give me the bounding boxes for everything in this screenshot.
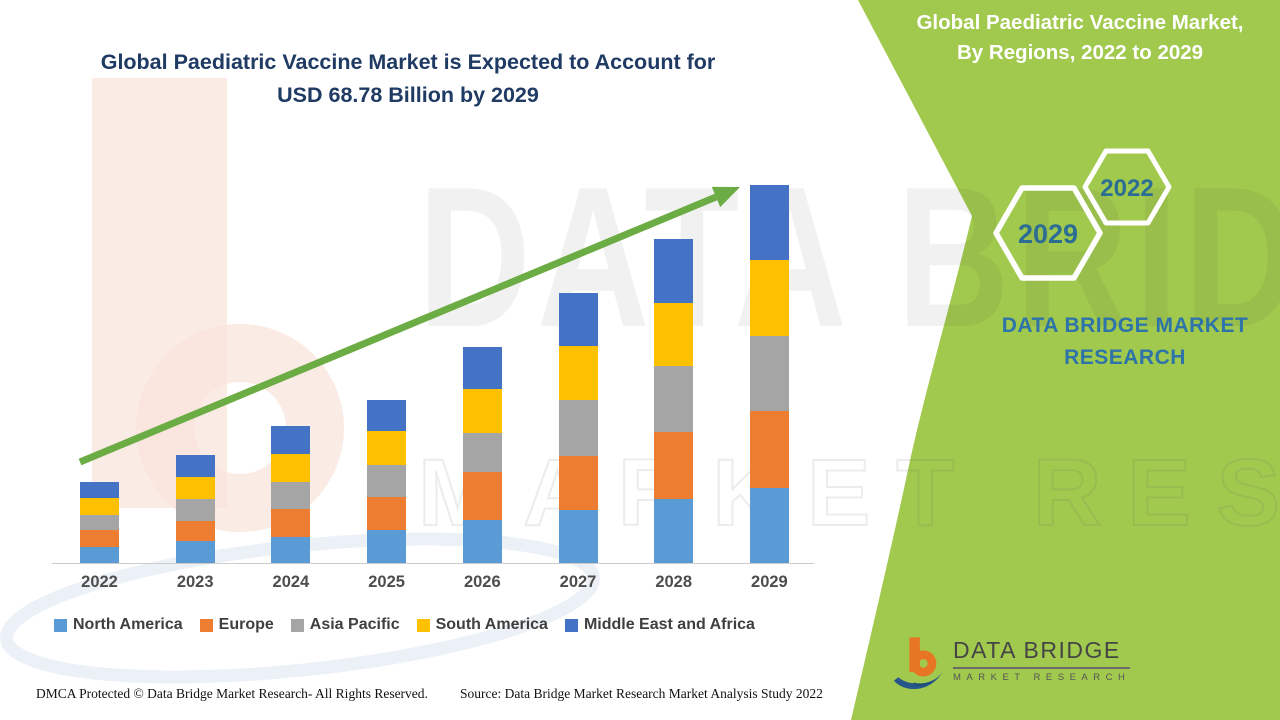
bar-segment-south-america: [558, 346, 598, 400]
bar-segment-south-america: [271, 453, 311, 482]
bar-segment-asia-pacific: [749, 335, 789, 411]
side-title-line1: Global Paediatric Vaccine Market,: [916, 11, 1244, 34]
footer-dmca-text: DMCA Protected © Data Bridge Market Rese…: [36, 686, 428, 701]
legend-item-asia-pacific: Asia Pacific: [290, 616, 400, 634]
legend-swatch: [54, 618, 67, 632]
legend-swatch: [199, 618, 213, 632]
legend-item-middle-east-and-africa: Middle East and Africa: [564, 616, 755, 634]
bar-segment-asia-pacific: [175, 498, 215, 521]
bar-segment-north-america: [654, 498, 694, 563]
bar-segment-europe: [271, 509, 311, 537]
bar-segment-south-america: [654, 303, 694, 366]
bar-segment-north-america: [80, 547, 119, 563]
side-panel-title: Global Paediatric Vaccine Market, By Reg…: [890, 8, 1270, 68]
legend-swatch: [564, 618, 578, 632]
legend-swatch: [416, 618, 430, 632]
legend-label: Middle East and Africa: [583, 616, 755, 633]
bar-segment-asia-pacific: [558, 399, 598, 457]
x-axis-label-2026: 2026: [463, 573, 501, 591]
bar-segment-north-america: [462, 519, 502, 563]
bar-segment-middle-east-and-africa: [558, 293, 598, 347]
bar-segment-middle-east-and-africa: [271, 426, 311, 454]
bar-segment-europe: [654, 432, 694, 499]
legend-swatch: [290, 618, 304, 632]
stacked-bar-2028: [654, 239, 694, 563]
bar-segment-europe: [558, 456, 598, 510]
databridge-logo-icon: [893, 637, 944, 690]
bar-segment-south-america: [175, 476, 215, 499]
bar-segment-europe: [175, 520, 215, 541]
bar-segment-north-america: [271, 536, 311, 563]
legend-item-north-america: North America: [54, 616, 183, 634]
bar-segment-north-america: [367, 529, 407, 563]
bar-segment-europe: [749, 410, 789, 489]
logo-text: DATA BRIDGE MARKET RESEARCH: [953, 633, 1131, 683]
x-axis-label-2028: 2028: [655, 573, 693, 591]
bar-segment-north-america: [175, 541, 215, 563]
bar-segment-middle-east-and-africa: [462, 346, 502, 390]
legend-item-south-america: South America: [416, 616, 548, 634]
databridge-logo: DATA BRIDGE MARKET RESEARCH: [893, 633, 1131, 699]
main-title-line1: Global Paediatric Vaccine Market is Expe…: [100, 50, 716, 74]
bar-segment-north-america: [749, 488, 789, 563]
bar-segment-asia-pacific: [462, 432, 502, 473]
bar-segment-middle-east-and-africa: [80, 482, 119, 498]
footer-source-text: Source: Data Bridge Market Research Mark…: [460, 686, 823, 701]
bar-segment-europe: [367, 497, 407, 530]
stacked-bar-2025: [367, 399, 407, 563]
x-axis-label-2025: 2025: [368, 573, 405, 591]
x-axis-label-2027: 2027: [559, 573, 597, 591]
legend-label: Asia Pacific: [309, 616, 400, 633]
brand-text-line2: RESEARCH: [1064, 346, 1186, 369]
bar-segment-middle-east-and-africa: [654, 239, 694, 304]
x-axis-label-2029: 2029: [751, 573, 788, 591]
legend-label: Europe: [218, 616, 274, 633]
main-title-line2: USD 68.78 Billion by 2029: [277, 83, 539, 107]
bar-segment-europe: [80, 530, 119, 548]
legend-item-europe: Europe: [199, 616, 274, 634]
logo-subtitle: MARKET RESEARCH: [953, 672, 1131, 683]
bar-segment-south-america: [462, 389, 502, 433]
bar-segment-middle-east-and-africa: [175, 455, 215, 477]
x-axis-label-2022: 2022: [81, 573, 118, 591]
legend-label: South America: [435, 616, 548, 633]
stacked-bar-2026: [462, 346, 502, 563]
logo-name: DATA BRIDGE: [953, 637, 1131, 669]
brand-text: DATA BRIDGE MARKET RESEARCH: [950, 310, 1280, 374]
chart-legend: North America Europe Asia Pacific South Ame…: [54, 616, 755, 634]
bar-segment-south-america: [749, 260, 789, 336]
bar-segment-south-america: [367, 431, 407, 465]
x-axis-line: [52, 563, 814, 564]
bar-segment-asia-pacific: [80, 514, 119, 531]
stacked-bar-2022: [80, 482, 119, 563]
bar-segment-middle-east-and-africa: [367, 399, 407, 431]
bar-segment-middle-east-and-africa: [749, 185, 789, 261]
side-title-line2: By Regions, 2022 to 2029: [956, 41, 1204, 64]
stacked-bar-2023: [175, 455, 215, 563]
stacked-bar-2027: [558, 293, 598, 563]
bar-segment-europe: [462, 472, 502, 520]
x-axis-label-2023: 2023: [176, 573, 214, 591]
bar-segment-north-america: [558, 509, 598, 563]
bar-segment-asia-pacific: [271, 481, 311, 510]
x-axis-label-2024: 2024: [272, 573, 310, 591]
bar-segment-south-america: [80, 497, 119, 515]
bar-segment-asia-pacific: [367, 464, 407, 497]
legend-label: North America: [73, 616, 183, 633]
bar-segment-asia-pacific: [654, 365, 694, 433]
stacked-bar-2024: [271, 426, 311, 563]
main-chart-title: Global Paediatric Vaccine Market is Expe…: [40, 46, 776, 112]
brand-text-line1: DATA BRIDGE MARKET: [1001, 314, 1249, 337]
stacked-bar-2029: [749, 185, 789, 563]
